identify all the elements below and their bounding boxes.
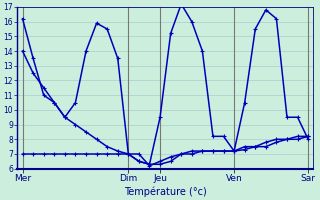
X-axis label: Température (°c): Température (°c) — [124, 186, 207, 197]
